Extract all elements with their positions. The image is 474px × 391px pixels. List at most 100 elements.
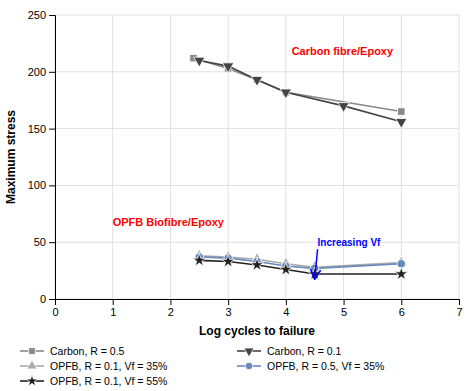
tick-mark bbox=[344, 299, 345, 305]
annotation: Increasing Vf bbox=[318, 237, 381, 248]
legend: Carbon, R = 0.5 Carbon, R = 0.1 OPFB, R = … bbox=[20, 345, 384, 387]
legend-label: OPFB, R = 0.1, Vf = 35% bbox=[50, 360, 167, 372]
tick-label: 200 bbox=[28, 66, 46, 78]
legend-entry: OPFB, R = 0.1, Vf = 35% bbox=[20, 360, 167, 372]
tick-label: 3 bbox=[226, 306, 232, 318]
tick-label: 100 bbox=[28, 179, 46, 191]
point bbox=[193, 253, 206, 266]
tick: 150 bbox=[28, 123, 55, 135]
series bbox=[195, 253, 405, 273]
tick: 4 bbox=[283, 299, 289, 318]
point bbox=[221, 255, 234, 268]
legend-entry: OPFB, R = 0.5, Vf = 35% bbox=[237, 360, 384, 372]
legend-symbol bbox=[244, 348, 254, 357]
legend-label: OPFB, R = 0.1, Vf = 55% bbox=[50, 375, 167, 387]
tick-label: 50 bbox=[34, 236, 46, 248]
tick-mark bbox=[49, 72, 55, 73]
annotations: Carbon fibre/Epoxy OPFB Biofibre/Epoxy Inc… bbox=[113, 45, 394, 278]
tick-mark bbox=[459, 299, 460, 305]
tick-label: 0 bbox=[40, 293, 46, 305]
tick: 250 bbox=[28, 9, 55, 21]
point bbox=[338, 103, 349, 113]
tick-mark bbox=[49, 185, 55, 186]
grid-line bbox=[459, 15, 460, 299]
series bbox=[194, 57, 407, 128]
tick: 1 bbox=[110, 299, 116, 318]
point bbox=[223, 63, 234, 73]
legend-symbol bbox=[27, 360, 37, 369]
axis-line bbox=[56, 300, 460, 306]
grid-line bbox=[343, 15, 344, 299]
grid-line bbox=[112, 15, 113, 299]
annotation-arrow bbox=[315, 249, 318, 278]
tick-label: 0 bbox=[52, 306, 58, 318]
tick: 0 bbox=[40, 293, 55, 305]
series-line bbox=[199, 60, 401, 121]
annotation: Carbon fibre/Epoxy bbox=[292, 45, 394, 57]
grid-line bbox=[55, 242, 459, 243]
tick: 100 bbox=[28, 179, 55, 191]
tick-label: 1 bbox=[110, 306, 116, 318]
legend-entry: Carbon, R = 0.5 bbox=[20, 345, 125, 357]
tick: 5 bbox=[341, 299, 347, 318]
tick-mark bbox=[286, 299, 287, 305]
legend-symbol bbox=[26, 375, 38, 386]
grid-line bbox=[170, 15, 171, 299]
tick-label: 2 bbox=[168, 306, 174, 318]
tick-mark bbox=[49, 15, 55, 16]
series bbox=[193, 253, 408, 279]
tick-label: 7 bbox=[456, 306, 462, 318]
tick: 3 bbox=[226, 299, 232, 318]
tick: 6 bbox=[399, 299, 405, 318]
point bbox=[395, 267, 408, 280]
legend-symbol bbox=[29, 348, 36, 355]
point bbox=[194, 57, 205, 67]
tick-mark bbox=[113, 299, 114, 305]
point bbox=[251, 76, 262, 86]
grid-line bbox=[285, 15, 286, 299]
annotation: OPFB Biofibre/Epoxy bbox=[113, 216, 225, 228]
grid-line bbox=[55, 128, 459, 129]
tick-label: 150 bbox=[28, 123, 46, 135]
series bbox=[190, 54, 405, 115]
point bbox=[396, 119, 407, 129]
x-axis: 0 1 2 3 4 5 6 7 bbox=[52, 299, 462, 318]
chart: 0 1 2 3 4 5 6 7 0 50 100 150 200 250 Log cycles to fai… bbox=[0, 0, 474, 391]
legend-entry: OPFB, R = 0.1, Vf = 55% bbox=[20, 375, 167, 387]
legend-label: Carbon, R = 0.1 bbox=[267, 345, 342, 357]
tick-mark bbox=[49, 129, 55, 130]
tick-mark bbox=[228, 299, 229, 305]
tick-label: 4 bbox=[283, 306, 289, 318]
grid bbox=[55, 15, 459, 299]
legend-symbol bbox=[245, 362, 253, 370]
tick: 200 bbox=[28, 66, 55, 78]
tick: 2 bbox=[168, 299, 174, 318]
legend-label: OPFB, R = 0.5, Vf = 35% bbox=[267, 360, 384, 372]
tick: 50 bbox=[34, 236, 55, 248]
series bbox=[194, 249, 407, 270]
legend-label: Carbon, R = 0.5 bbox=[50, 345, 125, 357]
tick: 0 bbox=[52, 299, 58, 318]
point bbox=[279, 262, 292, 275]
grid-line bbox=[55, 15, 459, 16]
point bbox=[398, 108, 405, 115]
axis-line bbox=[49, 16, 56, 300]
tick-label: 6 bbox=[399, 306, 405, 318]
y-axis-title: Maximum stress bbox=[4, 110, 18, 204]
plot-area: 0 1 2 3 4 5 6 7 0 50 100 150 200 250 Log cycles to fai… bbox=[4, 9, 463, 338]
series-line bbox=[194, 58, 402, 111]
grid-line bbox=[55, 185, 459, 186]
point bbox=[250, 258, 263, 271]
tick-mark bbox=[49, 299, 55, 300]
tick: 7 bbox=[456, 299, 462, 318]
tick-mark bbox=[170, 299, 171, 305]
tick-label: 250 bbox=[28, 9, 46, 21]
point bbox=[280, 89, 291, 99]
x-axis-title: Log cycles to failure bbox=[199, 324, 315, 338]
tick-mark bbox=[401, 299, 402, 305]
data-marks bbox=[190, 54, 408, 279]
tick-label: 5 bbox=[341, 306, 347, 318]
y-axis: 0 50 100 150 200 250 bbox=[28, 9, 56, 305]
tick-mark bbox=[49, 242, 55, 243]
grid-line bbox=[55, 71, 459, 72]
